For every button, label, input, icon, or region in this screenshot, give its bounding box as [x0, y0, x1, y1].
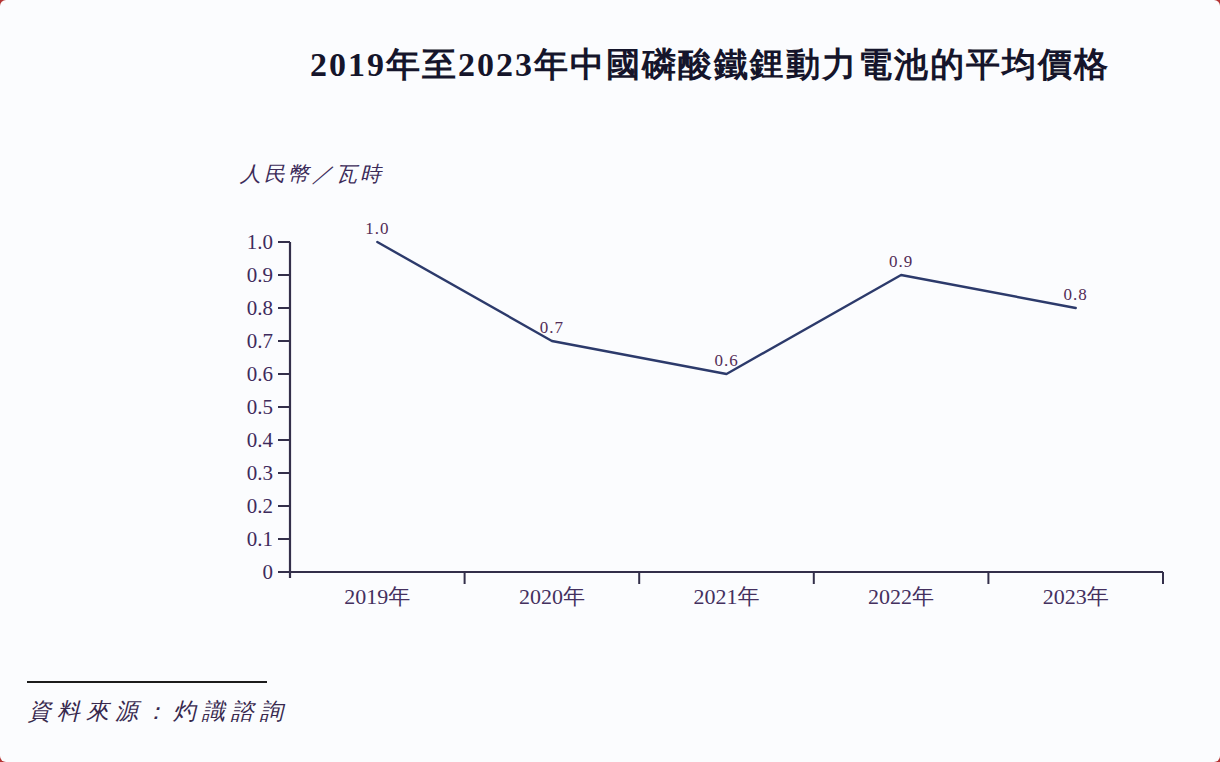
y-tick-label: 0.8	[247, 296, 273, 320]
y-tick-label: 0.9	[247, 263, 273, 287]
data-point-label: 0.8	[1064, 285, 1088, 304]
data-point-label: 1.0	[365, 219, 389, 238]
y-tick-label: 0.4	[247, 428, 274, 452]
y-tick-label: 0.5	[247, 395, 273, 419]
y-tick-label: 0.7	[247, 329, 273, 353]
y-tick-label: 0.3	[247, 461, 273, 485]
x-tick-label: 2020年	[519, 584, 585, 609]
x-tick-label: 2023年	[1043, 584, 1109, 609]
data-point-label: 0.6	[714, 351, 738, 370]
source-divider	[27, 681, 267, 683]
x-tick-label: 2021年	[694, 584, 760, 609]
y-tick-label: 0	[263, 560, 274, 584]
data-point-label: 0.9	[889, 252, 913, 271]
y-tick-label: 0.6	[247, 362, 273, 386]
x-tick-label: 2019年	[344, 584, 410, 609]
y-tick-label: 0.2	[247, 494, 273, 518]
source-text: 資料來源：灼識諮詢	[28, 696, 289, 727]
y-tick-label: 0.1	[247, 527, 273, 551]
chart-page: 2019年至2023年中國磷酸鐵鋰動力電池的平均價格 人民幣／瓦時 00.10.…	[0, 0, 1220, 762]
price-line-chart: 0 0.1 0.2 0.3 0.4 0.5 0.6 0.7 0.8 0.9 1.0 2019年 2020…	[0, 0, 1220, 762]
y-tick-label: 1.0	[247, 230, 273, 254]
data-point-label: 0.7	[540, 318, 564, 337]
x-tick-label: 2022年	[868, 584, 934, 609]
